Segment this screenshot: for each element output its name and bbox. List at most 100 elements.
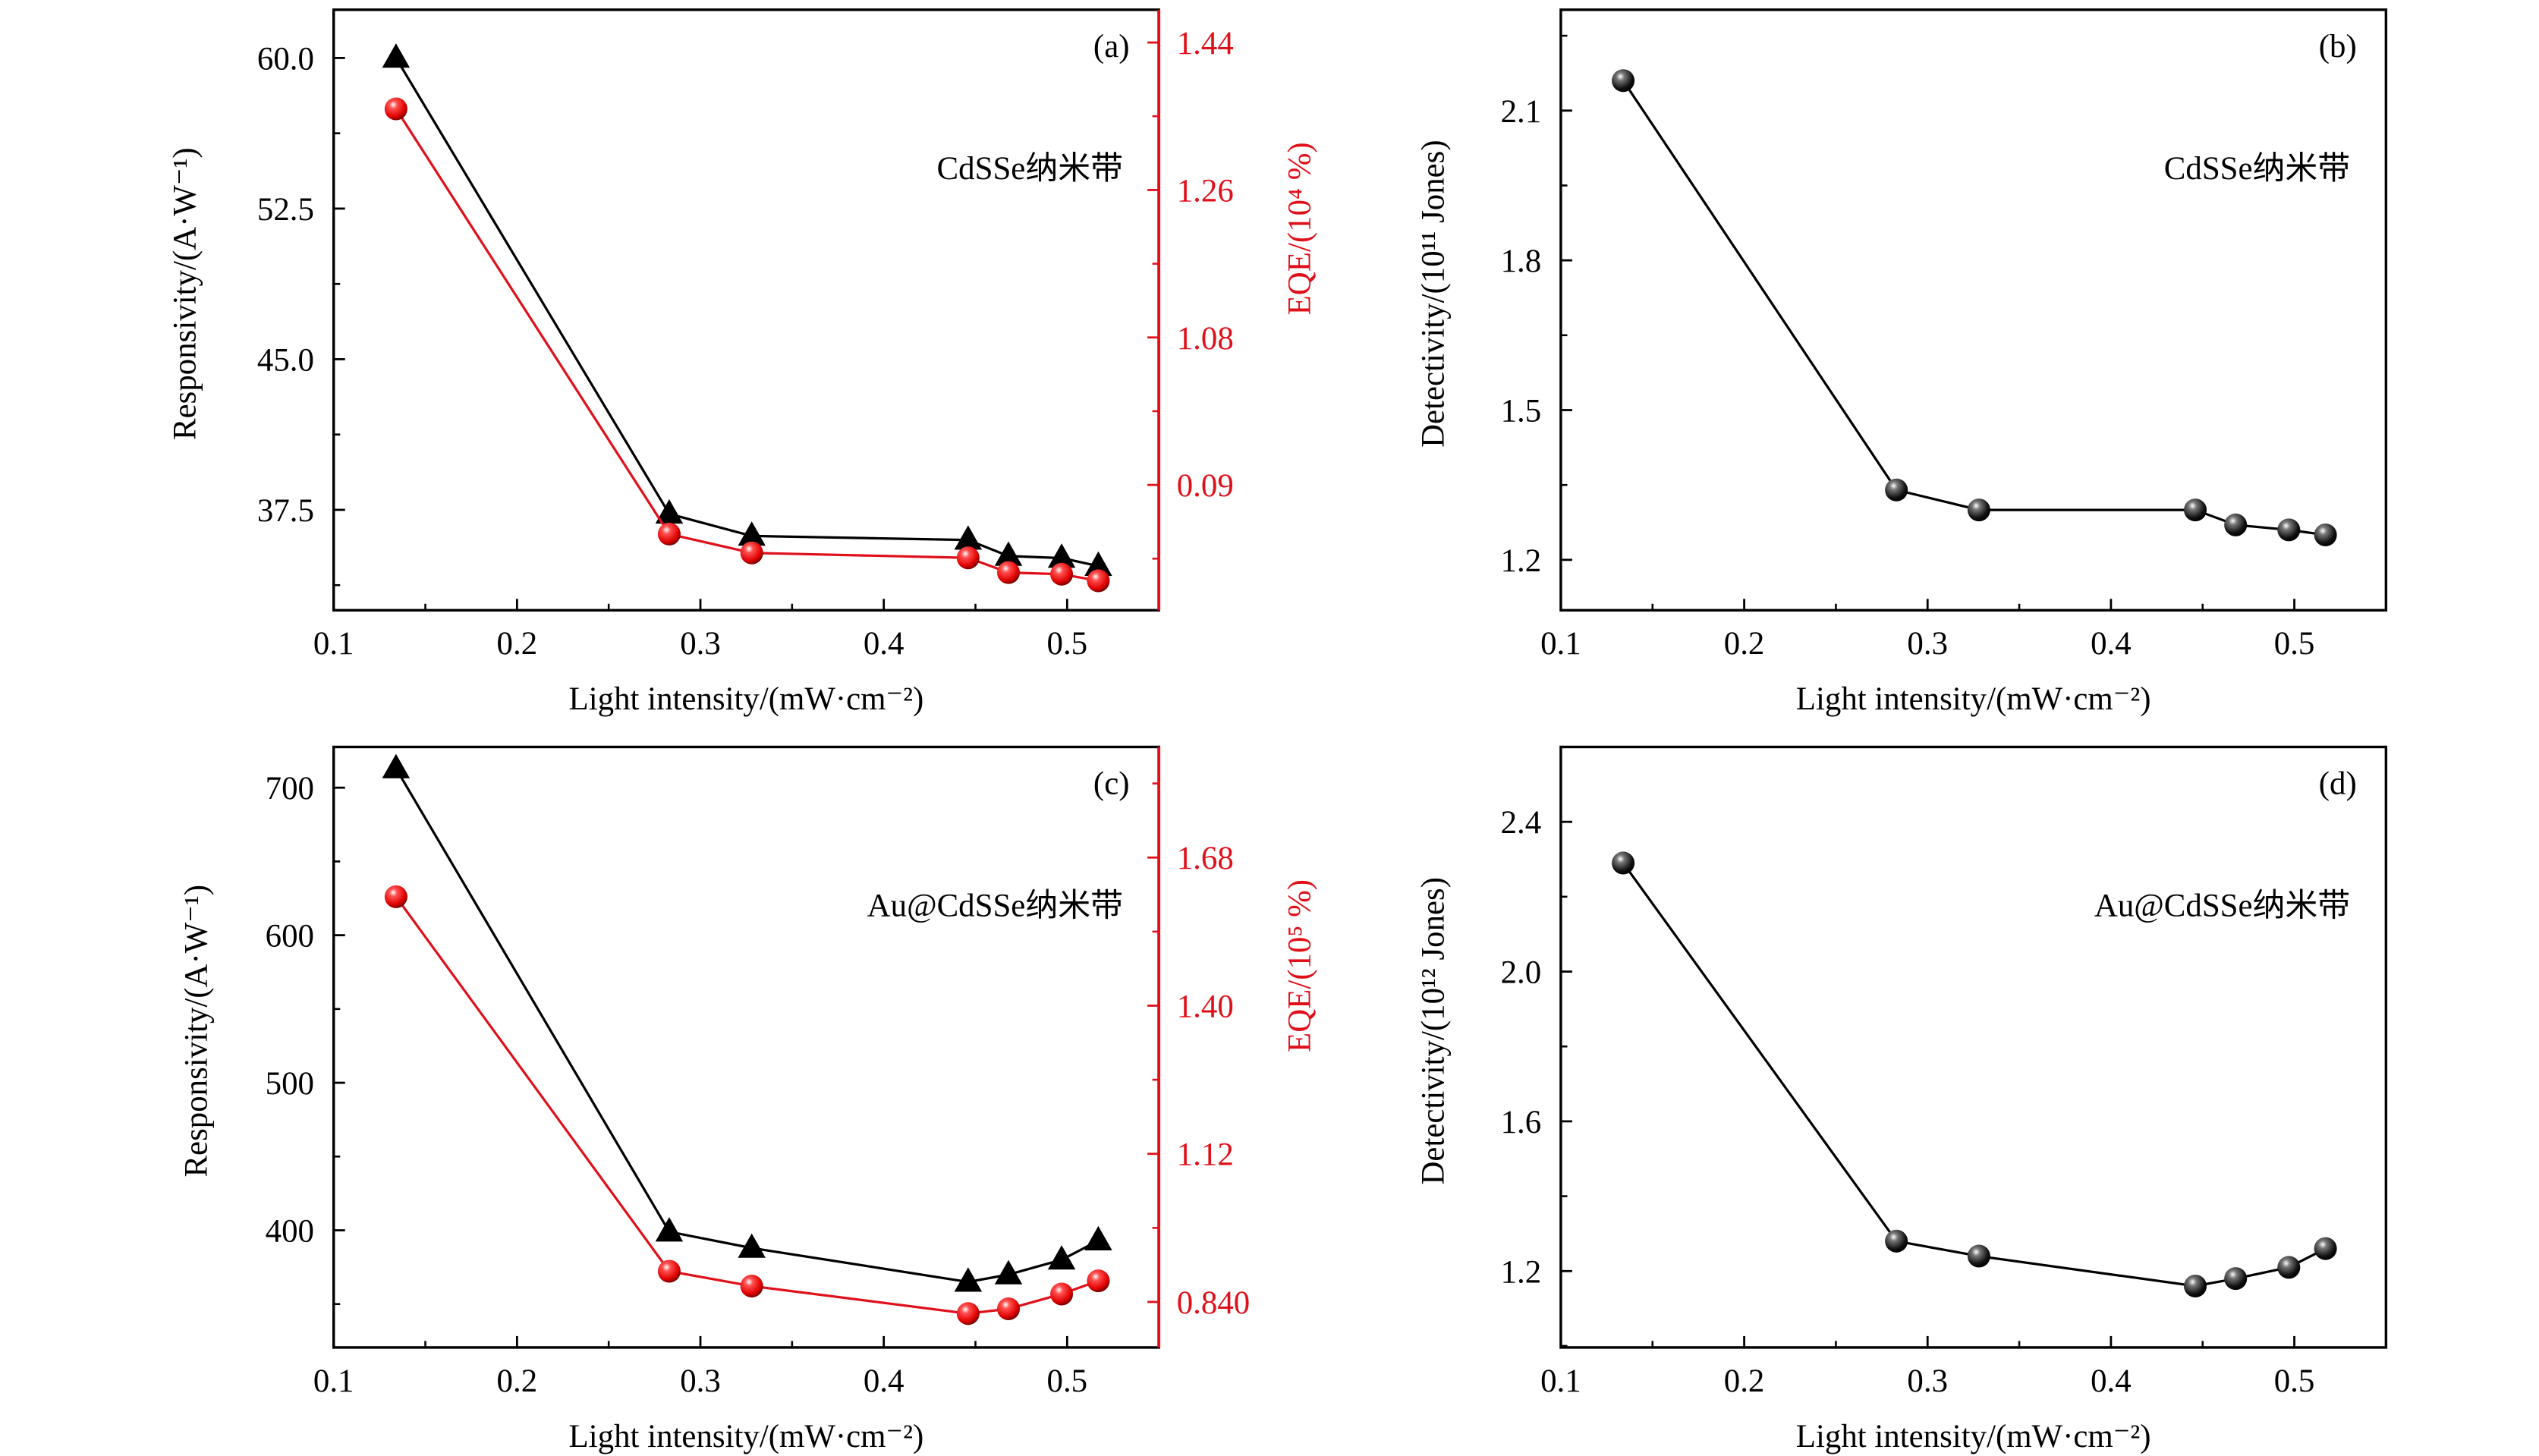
x-axis-title: Light intensity/(mW·cm⁻²) — [569, 681, 924, 717]
x-tick-label: 0.4 — [864, 626, 905, 662]
y-tick-label: 1.2 — [1501, 543, 1542, 579]
data-point-triangle — [954, 1267, 983, 1292]
y-tick-label: 1.2 — [1501, 1254, 1542, 1290]
sample-annotation: CdSSe纳米带 — [2164, 151, 2350, 187]
y-tick-label: 2.4 — [1501, 805, 1542, 841]
sample-annotation: Au@CdSSe纳米带 — [867, 888, 1123, 924]
y-axis-title: Responsivity/(A·W⁻¹) — [167, 147, 203, 440]
data-point-sphere — [1967, 498, 1990, 522]
x-tick-label: 0.4 — [2091, 626, 2132, 662]
data-point-triangle — [738, 1233, 766, 1258]
data-point-sphere — [956, 1302, 980, 1325]
x-tick-label: 0.3 — [680, 1363, 721, 1399]
panel-b: 0.1 0.2 0.3 0.4 0.5 1.2 1.5 1.8 2.1 Light intensi… — [1415, 8, 2388, 717]
data-point-sphere — [2314, 1237, 2337, 1260]
x-tick-label: 0.3 — [1907, 1363, 1948, 1399]
data-point-sphere — [657, 1259, 681, 1283]
y-tick-label: 2.1 — [1501, 94, 1542, 130]
x-tick-label: 0.2 — [497, 1363, 538, 1399]
data-point-sphere — [384, 885, 407, 908]
data-point-sphere — [2184, 498, 2207, 522]
data-point-sphere — [657, 522, 681, 546]
data-point-sphere — [2224, 1267, 2248, 1291]
data-point-sphere — [1050, 1282, 1074, 1306]
y2-tick-label: 1.08 — [1177, 321, 1234, 357]
x-axis-title: Light intensity/(mW·cm⁻²) — [1796, 681, 2151, 717]
y-tick-label: 1.5 — [1501, 394, 1542, 429]
data-point-triangle — [994, 541, 1023, 566]
x-tick-label: 0.3 — [1907, 626, 1948, 662]
y-tick-label: 2.0 — [1501, 955, 1542, 991]
data-point-sphere — [740, 1275, 763, 1298]
data-point-sphere — [384, 97, 407, 121]
y-tick-label: 45.0 — [257, 342, 314, 378]
x-tick-label: 0.5 — [2274, 1363, 2315, 1399]
data-point-triangle — [655, 498, 684, 524]
x-tick-label: 0.4 — [2091, 1363, 2132, 1399]
panel-label: (b) — [2319, 29, 2357, 64]
y2-tick-label: 1.68 — [1177, 841, 1234, 876]
x-tick-label: 0.2 — [1724, 626, 1765, 662]
series-line — [1622, 862, 2327, 1288]
data-point-triangle — [1084, 551, 1112, 576]
y-tick-label: 1.8 — [1501, 244, 1542, 279]
data-point-sphere — [1087, 569, 1110, 593]
data-point-triangle — [1084, 1225, 1112, 1251]
x-tick-label: 0.1 — [1540, 626, 1581, 662]
y-tick-label: 700 — [266, 771, 314, 807]
data-point-triangle — [382, 43, 411, 68]
y2-tick-label: 1.26 — [1177, 173, 1234, 209]
y-axis-title: Detectivity/(10¹¹ Jones) — [1415, 140, 1451, 448]
data-point-sphere — [740, 541, 763, 564]
x-tick-label: 0.2 — [1724, 1363, 1765, 1399]
panel-label: (c) — [1093, 766, 1130, 802]
y-tick-label: 600 — [266, 919, 314, 954]
data-point-sphere — [2277, 1256, 2301, 1279]
panel-label: (d) — [2319, 766, 2357, 802]
data-point-sphere — [1612, 851, 1635, 875]
panel-d: 0.1 0.2 0.3 0.4 0.5 1.2 1.6 2.0 2.4 Light intensi… — [1415, 745, 2388, 1454]
y-tick-label: 60.0 — [257, 41, 314, 77]
y-axis-title: Responsivity/(A·W⁻¹) — [178, 885, 214, 1178]
x-tick-label: 0.5 — [2274, 626, 2315, 662]
x-tick-label: 0.1 — [313, 626, 354, 662]
y2-axis-title: EQE/(10⁵ %) — [1282, 879, 1318, 1052]
data-point-sphere — [1087, 1269, 1110, 1293]
x-tick-label: 0.1 — [1540, 1363, 1581, 1399]
series-line — [395, 768, 1100, 1284]
data-point-sphere — [996, 1297, 1021, 1321]
data-point-sphere — [956, 546, 980, 570]
data-point-triangle — [738, 521, 766, 546]
plot-frame — [1559, 8, 2388, 612]
data-point-sphere — [2277, 518, 2301, 542]
y2-tick-label: 1.44 — [1177, 26, 1234, 61]
x-tick-label: 0.5 — [1047, 626, 1088, 662]
y-tick-label: 52.5 — [257, 192, 314, 228]
plot-frame — [332, 8, 1160, 612]
x-tick-label: 0.2 — [497, 626, 538, 662]
y2-axis-title: EQE/(10⁴ %) — [1282, 142, 1318, 315]
sample-annotation: CdSSe纳米带 — [937, 151, 1123, 187]
y2-tick-label: 1.40 — [1177, 989, 1234, 1024]
y-tick-label: 1.6 — [1501, 1105, 1542, 1140]
data-point-triangle — [655, 1217, 684, 1242]
data-point-sphere — [1885, 478, 1908, 502]
sample-annotation: Au@CdSSe纳米带 — [2094, 888, 2350, 924]
y2-tick-label: 0.840 — [1177, 1285, 1250, 1321]
data-point-sphere — [2314, 523, 2337, 546]
x-axis-title: Light intensity/(mW·cm⁻²) — [1796, 1419, 2151, 1454]
data-point-sphere — [2224, 513, 2248, 536]
y-axis-title: Detectivity/(10¹² Jones) — [1415, 877, 1451, 1185]
panel-c: 0.1 0.2 0.3 0.4 0.5 400 500 600 700 0.840 1.12 1.40… — [178, 745, 1318, 1454]
series-line — [395, 57, 1099, 568]
data-point-sphere — [1967, 1244, 1990, 1268]
data-point-sphere — [996, 561, 1021, 584]
data-point-triangle — [1047, 1245, 1076, 1270]
panel-a: 0.1 0.2 0.3 0.4 0.5 37.5 45.0 52.5 60.0 0.09 1.08 1… — [167, 8, 1318, 717]
data-point-sphere — [1885, 1229, 1908, 1253]
data-point-triangle — [994, 1259, 1023, 1285]
x-tick-label: 0.5 — [1047, 1363, 1088, 1399]
data-point-sphere — [1050, 562, 1074, 586]
x-tick-label: 0.3 — [680, 626, 721, 662]
